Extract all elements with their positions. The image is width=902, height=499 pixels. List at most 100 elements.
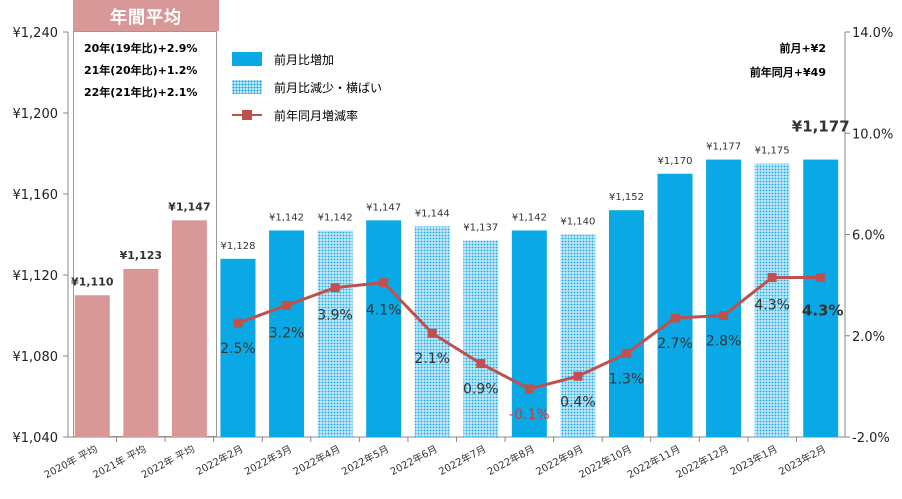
bar-7 — [366, 220, 402, 437]
right-tick-label: 14.0% — [852, 26, 893, 41]
yoy-value-label: 3.2% — [269, 325, 305, 341]
right-tick-label: 10.0% — [852, 127, 893, 142]
annual-note-2022: 22年(21年比)+2.1% — [84, 86, 198, 99]
bar-6 — [317, 230, 353, 437]
yoy-point-7 — [524, 384, 534, 394]
legend-swatch-increase — [232, 52, 262, 66]
bar-value-label: ¥1,175 — [755, 146, 790, 157]
yoy-point-1 — [233, 318, 243, 328]
yoy-value-label: 2.1% — [414, 351, 450, 367]
yoy-value-label: 1.3% — [609, 371, 645, 387]
annual-note-2020: 20年(19年比)+2.9% — [84, 42, 198, 55]
x-tick-label: 2022年6月 — [388, 442, 440, 478]
yoy-point-6 — [476, 359, 486, 369]
bar-value-label: ¥1,152 — [609, 192, 644, 203]
yoy-point-3 — [330, 283, 340, 293]
left-tick-label: ¥1,120 — [13, 269, 59, 284]
bar-value-label: ¥1,110 — [71, 275, 114, 288]
yoy-point-5 — [427, 328, 437, 338]
bar-value-label: ¥1,140 — [560, 217, 595, 228]
bar-value-label: ¥1,142 — [512, 212, 547, 223]
yoy-value-label: 2.5% — [220, 341, 256, 357]
legend-swatch-decrease — [232, 80, 262, 94]
yoy-value-label: 2.8% — [706, 334, 742, 350]
annual-note-2021: 21年(20年比)+1.2% — [84, 64, 198, 77]
x-tick-label: 2022年10月 — [576, 442, 633, 481]
bar-value-label: ¥1,142 — [318, 212, 353, 223]
left-tick-label: ¥1,160 — [13, 188, 59, 203]
x-tick-label: 2022年4月 — [291, 442, 343, 478]
x-tick-label: 2022年7月 — [436, 442, 488, 478]
yoy-point-11 — [719, 311, 729, 320]
x-tick-label: 2022年 平均 — [139, 442, 197, 481]
legend-item-decrease: 前月比減少・横ばい — [232, 73, 382, 101]
x-tick-label: 2023年2月 — [776, 442, 828, 478]
bar-15 — [754, 163, 790, 437]
bar-value-label: ¥1,177 — [706, 142, 741, 153]
bar-series — [74, 159, 839, 437]
x-tick-label: 2022年3月 — [242, 442, 294, 478]
summary-mom: 前月+¥2 — [779, 42, 826, 55]
bar-1 — [74, 295, 110, 437]
yoy-point-8 — [573, 371, 583, 381]
bar-4 — [220, 258, 256, 437]
annual-average-title: 年間平均 — [73, 0, 219, 31]
bar-value-label: ¥1,128 — [220, 241, 255, 252]
yoy-point-10 — [670, 313, 680, 323]
yoy-value-label: 0.4% — [560, 394, 596, 410]
bar-5 — [269, 230, 305, 437]
legend: 前月比増加 前月比減少・横ばい 前年同月増減率 — [232, 45, 382, 129]
bar-value-label: ¥1,123 — [120, 249, 162, 262]
x-tick-label: 2022年8月 — [485, 442, 537, 478]
bar-3 — [171, 220, 207, 437]
bar-value-label: ¥1,144 — [415, 208, 450, 219]
legend-label-increase: 前月比増加 — [274, 52, 335, 67]
legend-swatch-yoy — [232, 108, 262, 122]
bar-9 — [463, 240, 499, 437]
right-tick-label: 6.0% — [852, 229, 885, 244]
bar-value-label: ¥1,170 — [658, 156, 693, 167]
yoy-value-label: 4.3% — [754, 298, 790, 314]
left-tick-label: ¥1,240 — [13, 26, 59, 41]
bar-value-label: ¥1,177 — [792, 118, 850, 136]
yoy-value-label: 3.9% — [317, 308, 353, 324]
legend-item-yoy: 前年同月増減率 — [232, 101, 382, 129]
legend-label-yoy: 前年同月増減率 — [274, 108, 359, 123]
bar-2 — [123, 268, 159, 437]
right-tick-label: -2.0% — [852, 431, 890, 446]
chart-labels: ¥1,110 ¥1,123 ¥1,147 ¥1,128 ¥1,142 ¥1,142 ¥1,1… — [71, 118, 850, 423]
legend-item-increase: 前月比増加 — [232, 45, 382, 73]
bar-value-label: ¥1,137 — [463, 223, 498, 234]
bar-16 — [803, 159, 839, 437]
bar-10 — [511, 230, 547, 437]
legend-label-decrease: 前月比減少・横ばい — [274, 80, 383, 95]
left-tick-label: ¥1,040 — [13, 431, 59, 446]
right-tick-label: 2.0% — [852, 330, 885, 345]
bar-value-label: ¥1,147 — [366, 202, 401, 213]
x-tick-label: 2021年 平均 — [90, 442, 148, 481]
yoy-point-2 — [282, 300, 292, 310]
yoy-value-label: 2.7% — [657, 336, 693, 352]
left-tick-label: ¥1,080 — [13, 350, 59, 365]
yoy-value-label: 4.1% — [366, 303, 402, 319]
yoy-point-4 — [379, 278, 389, 288]
bar-11 — [560, 234, 596, 437]
bar-value-label: ¥1,142 — [269, 212, 304, 223]
yoy-line-series — [233, 273, 826, 394]
x-tick-label: 2020年 平均 — [42, 442, 100, 481]
bar-value-label: ¥1,147 — [168, 200, 210, 213]
left-tick-label: ¥1,200 — [13, 107, 59, 122]
yoy-value-label: -0.1% — [509, 407, 550, 423]
yoy-value-label: 0.9% — [463, 382, 499, 398]
yoy-point-9 — [621, 348, 631, 358]
yoy-point-12 — [767, 273, 777, 283]
x-tick-label: 2023年1月 — [728, 442, 780, 478]
bar-12 — [608, 210, 644, 437]
x-tick-label: 2022年2月 — [194, 442, 246, 478]
bar-14 — [706, 159, 742, 437]
x-tick-label: 2022年12月 — [674, 442, 731, 481]
yoy-value-label: 4.3% — [802, 302, 844, 320]
yoy-point-13 — [816, 273, 826, 283]
x-tick-label: 2022年5月 — [339, 442, 391, 478]
